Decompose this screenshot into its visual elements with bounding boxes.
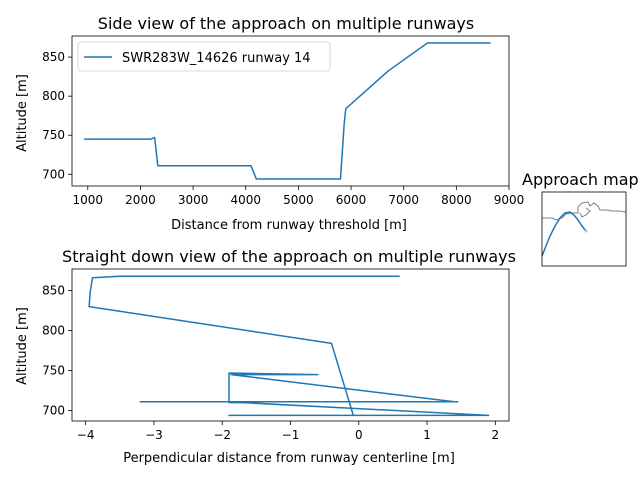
down-view-plot-frame bbox=[71, 268, 510, 422]
down-view-title: Straight down view of the approach on mu… bbox=[62, 247, 516, 266]
down-view-ticks: −4 −3 −2 −1 0 1 2 700 750 800 850 bbox=[42, 284, 499, 442]
y-tick-label: 750 bbox=[42, 364, 65, 378]
side-view-ticks: 1000 2000 3000 4000 5000 6000 7000 8000 9000 700 7… bbox=[42, 50, 524, 207]
y-tick-label: 850 bbox=[42, 284, 65, 298]
side-view-xlabel: Distance from runway threshold [m] bbox=[171, 218, 407, 233]
legend-box bbox=[77, 41, 331, 72]
y-tick-label: 700 bbox=[42, 167, 65, 181]
down-view-chart: Straight down view of the approach on mu… bbox=[15, 247, 516, 466]
y-tick-label: 750 bbox=[42, 128, 65, 142]
x-tick-label: −1 bbox=[282, 428, 300, 442]
legend-label: SWR283W_14626 runway 14 bbox=[122, 51, 311, 66]
x-tick-label: −2 bbox=[213, 428, 231, 442]
approach-map: Approach map bbox=[522, 170, 639, 267]
map-runway-marker bbox=[584, 229, 588, 233]
x-tick-label: 4000 bbox=[230, 193, 261, 207]
side-view-title: Side view of the approach on multiple ru… bbox=[98, 14, 474, 33]
x-tick-label: 3000 bbox=[178, 193, 209, 207]
x-tick-label: 2 bbox=[492, 428, 500, 442]
x-tick-label: 1 bbox=[423, 428, 431, 442]
y-tick-label: 800 bbox=[42, 324, 65, 338]
approach-map-frame bbox=[541, 191, 627, 267]
x-tick-label: 8000 bbox=[441, 193, 472, 207]
y-tick-label: 800 bbox=[42, 89, 65, 103]
x-tick-label: 9000 bbox=[494, 193, 525, 207]
side-view-plot-frame bbox=[71, 35, 510, 187]
x-tick-label: 7000 bbox=[388, 193, 419, 207]
x-tick-label: −4 bbox=[77, 428, 95, 442]
side-view-ylabel: Altitude [m] bbox=[15, 74, 30, 152]
side-view-series bbox=[84, 42, 491, 180]
x-tick-label: 1000 bbox=[73, 193, 104, 207]
x-tick-label: 5000 bbox=[283, 193, 314, 207]
side-view-chart: Side view of the approach on multiple ru… bbox=[15, 14, 524, 233]
down-view-series bbox=[88, 275, 490, 417]
map-coastline bbox=[542, 201, 627, 221]
x-tick-label: −3 bbox=[145, 428, 163, 442]
x-tick-label: 2000 bbox=[125, 193, 156, 207]
y-tick-label: 850 bbox=[42, 50, 65, 64]
x-tick-label: 6000 bbox=[336, 193, 367, 207]
approach-map-title: Approach map bbox=[522, 170, 639, 189]
series-line bbox=[88, 275, 490, 417]
y-tick-label: 700 bbox=[42, 404, 65, 418]
down-view-xlabel: Perpendicular distance from runway cente… bbox=[123, 451, 455, 466]
side-view-legend: SWR283W_14626 runway 14 bbox=[77, 41, 331, 72]
map-approach-track bbox=[541, 211, 587, 257]
series-line bbox=[84, 42, 491, 180]
x-tick-label: 0 bbox=[355, 428, 363, 442]
down-view-ylabel: Altitude [m] bbox=[15, 307, 30, 385]
